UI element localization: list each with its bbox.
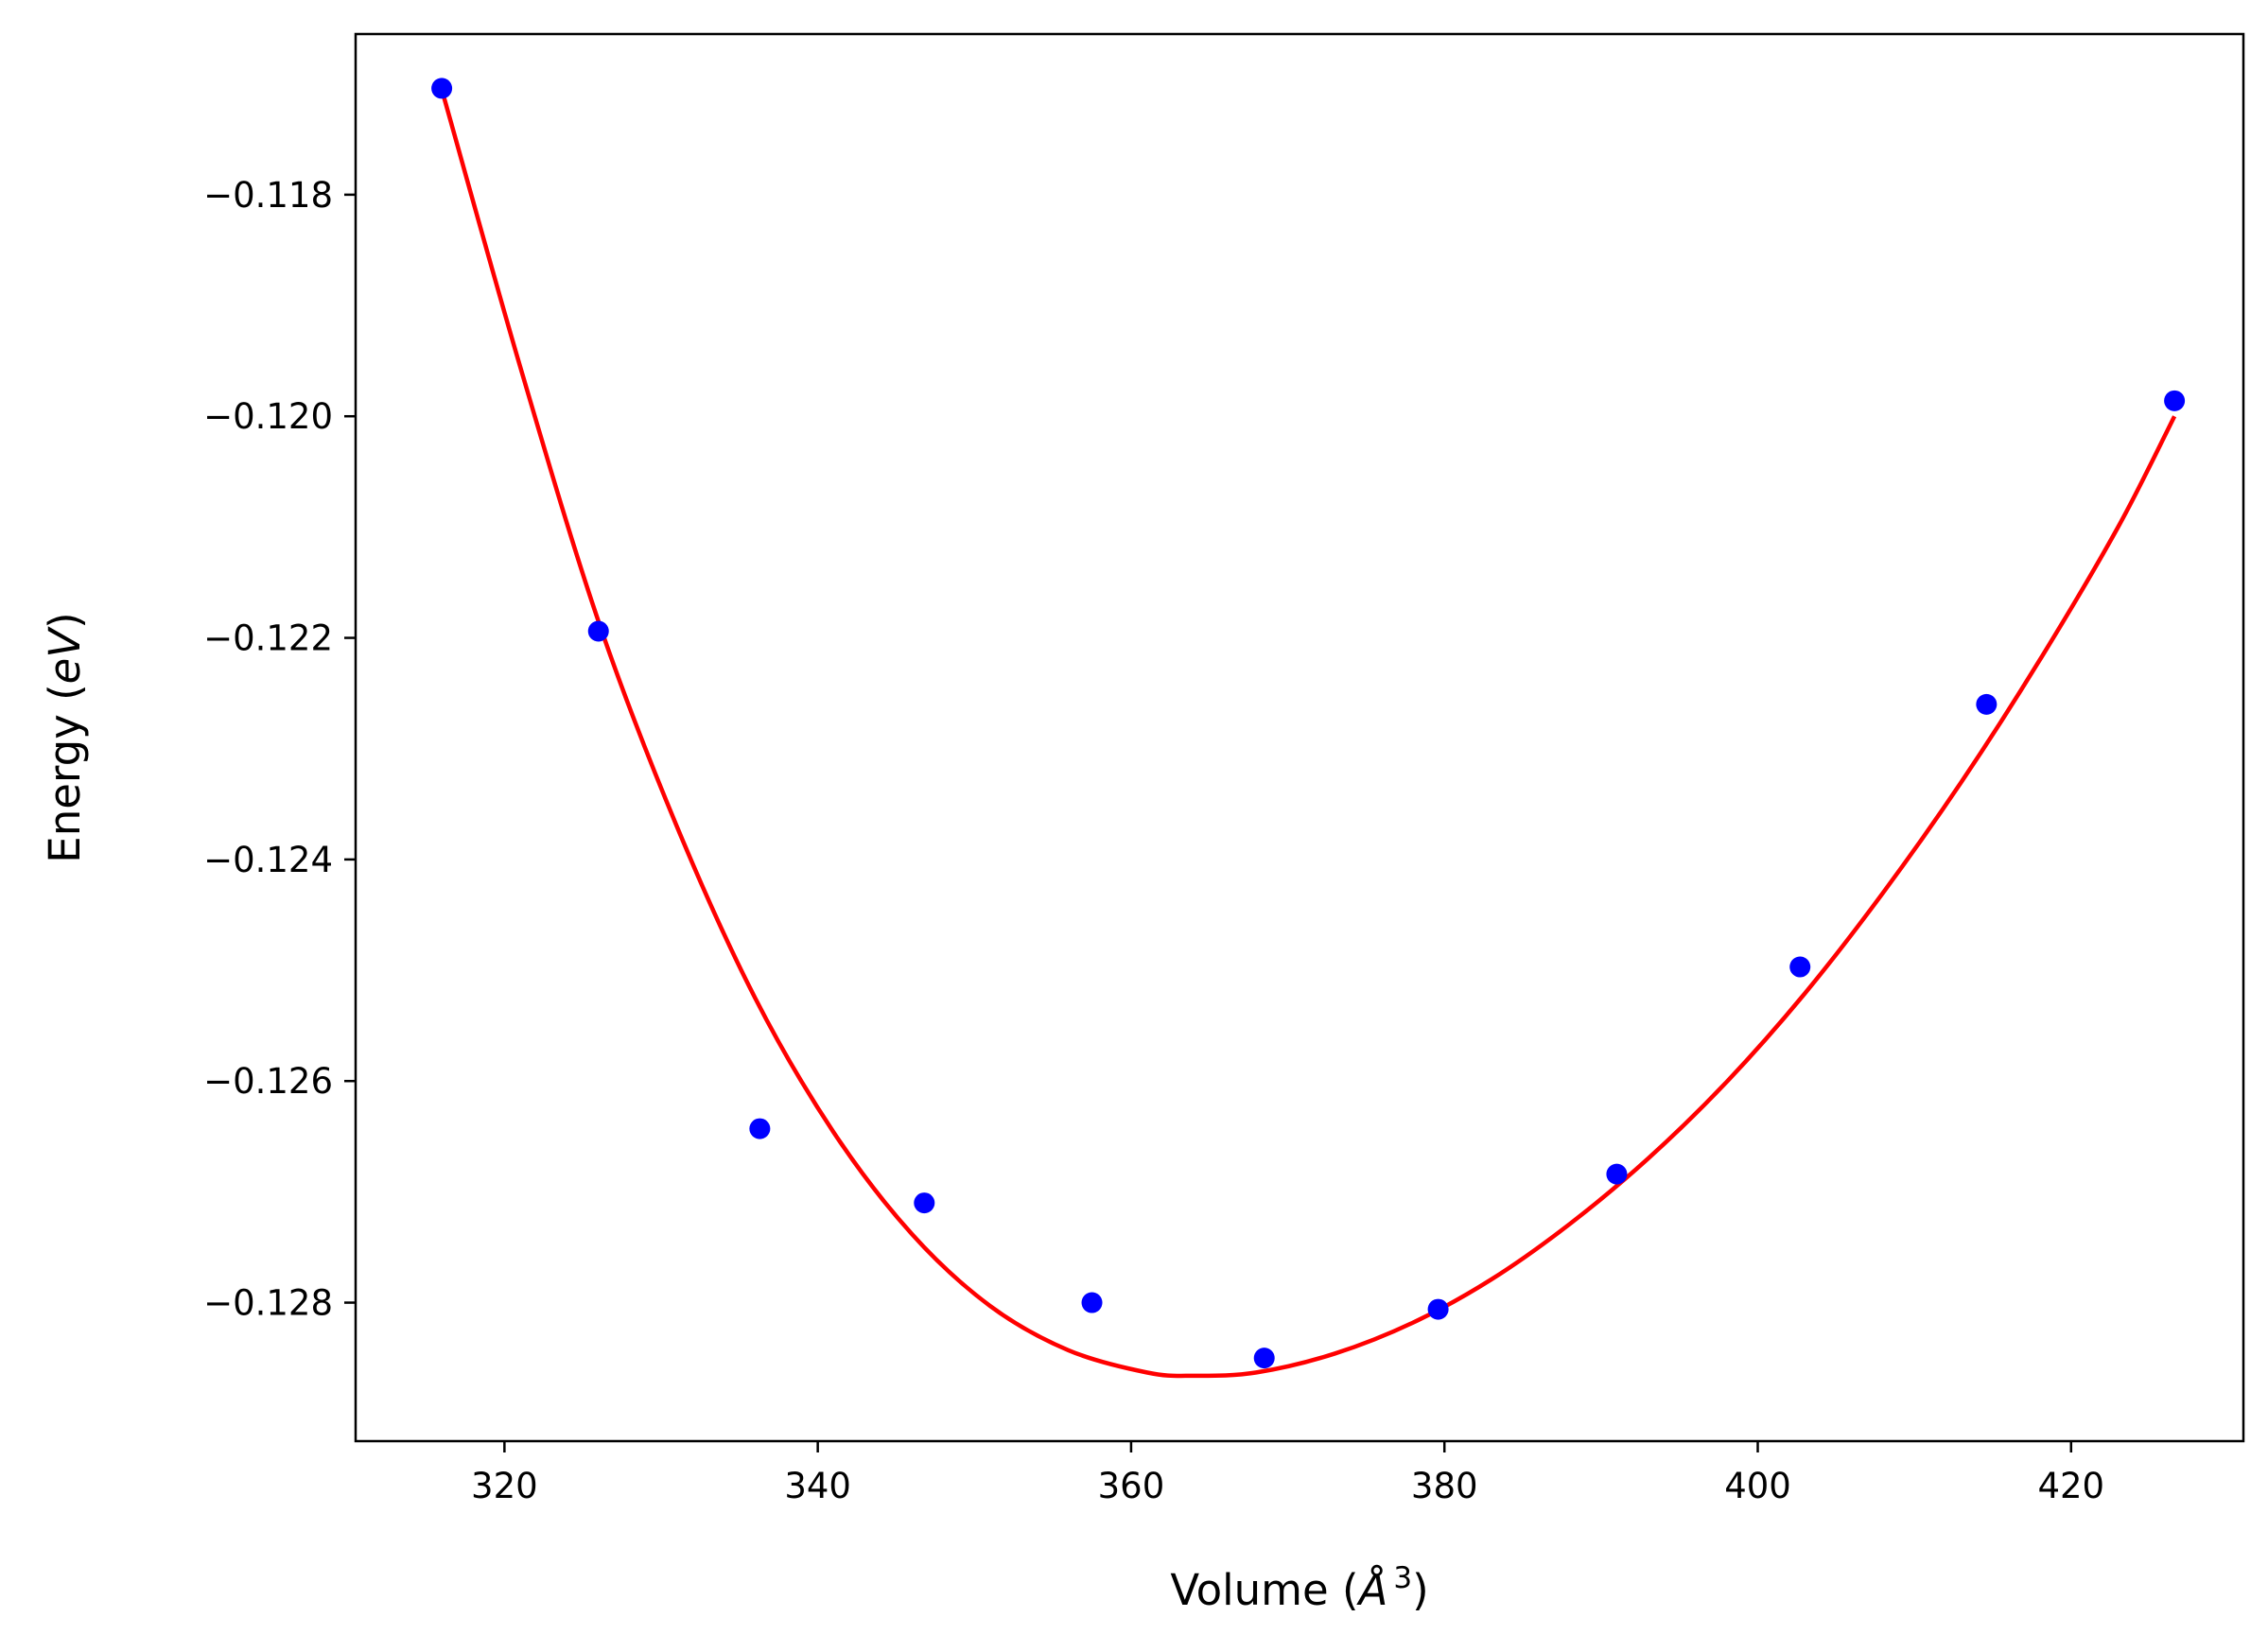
data-point: [914, 1192, 935, 1214]
x-tick-label: 360: [1098, 1466, 1165, 1506]
fit-curve: [439, 88, 2177, 1379]
data-point: [749, 1118, 771, 1139]
x-tick-label: 420: [2037, 1466, 2104, 1506]
data-point: [431, 78, 453, 99]
y-tick-label: −0.124: [203, 840, 333, 880]
x-tick-label: 340: [784, 1466, 851, 1506]
x-axis-label-end: ): [1412, 1565, 1429, 1615]
y-tick-label: −0.118: [203, 175, 333, 216]
y-axis-label-main: Energy (: [40, 684, 90, 862]
y-tick-label: −0.122: [203, 618, 333, 659]
y-axis-label-end: ): [40, 612, 90, 629]
data-point: [2164, 390, 2186, 411]
data-points-layer: [431, 78, 2186, 1369]
data-point: [1427, 1298, 1449, 1320]
data-point: [1976, 693, 1998, 715]
y-tick-label: −0.128: [203, 1283, 333, 1324]
plot-area: [356, 34, 2243, 1441]
y-axis-label-symbol: eV: [40, 626, 90, 685]
x-axis-label: Volume (Å 3): [1170, 1561, 1428, 1615]
x-tick-label: 320: [471, 1466, 538, 1506]
data-point: [1253, 1348, 1275, 1369]
x-tick-label: 380: [1411, 1466, 1478, 1506]
plot-frame: [354, 32, 2245, 1443]
data-point: [587, 620, 609, 642]
y-axis: −0.118 −0.120 −0.122 −0.124 −0.126 −0.128: [203, 175, 356, 1324]
x-axis-label-superscript: 3: [1393, 1561, 1412, 1595]
data-point: [1081, 1292, 1103, 1313]
y-axis-label: Energy (eV): [40, 612, 90, 862]
data-point: [1606, 1163, 1628, 1185]
data-point: [1789, 956, 1811, 978]
x-axis-label-symbol: Å: [1356, 1565, 1388, 1615]
x-axis-label-main: Volume (: [1170, 1565, 1358, 1615]
fit-curve-layer: [439, 88, 2177, 1379]
x-tick-label: 400: [1724, 1466, 1791, 1506]
y-tick-label: −0.126: [203, 1061, 333, 1102]
y-tick-label: −0.120: [203, 396, 333, 437]
x-axis: 320 340 360 380 400 420: [471, 1441, 2104, 1506]
